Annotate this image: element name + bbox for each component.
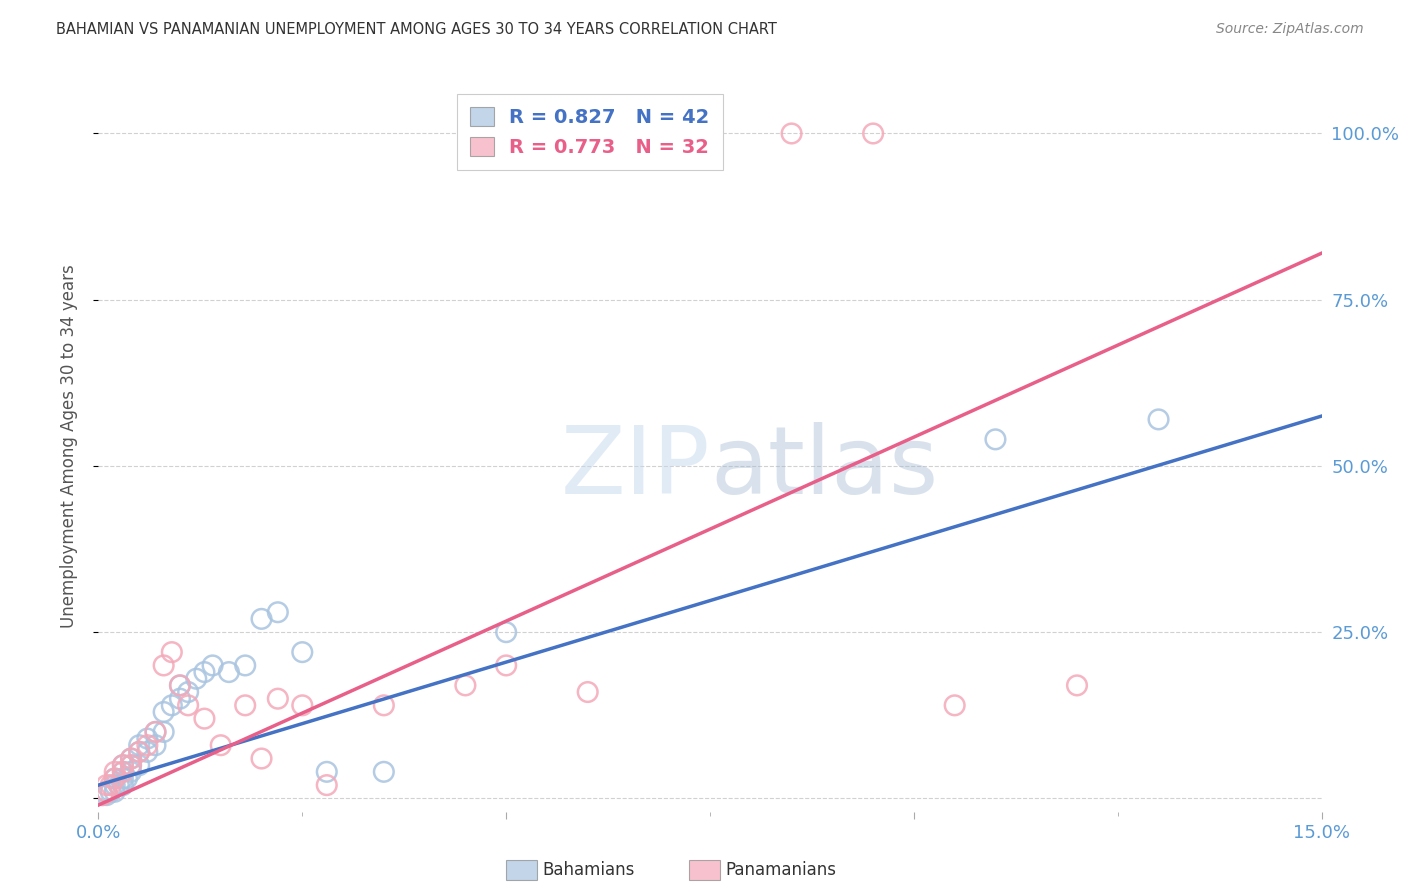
Point — [136, 738, 159, 752]
Point — [111, 764, 134, 779]
Point — [315, 764, 337, 779]
Text: Panamanians: Panamanians — [725, 861, 837, 879]
Point — [943, 698, 966, 713]
Point — [120, 758, 142, 772]
Point — [250, 612, 273, 626]
Point — [111, 758, 134, 772]
Point — [136, 745, 159, 759]
Text: atlas: atlas — [710, 422, 938, 514]
Point — [111, 772, 134, 786]
Point — [576, 685, 599, 699]
Point — [1066, 678, 1088, 692]
Point — [177, 685, 200, 699]
Point — [177, 698, 200, 713]
Point — [267, 691, 290, 706]
Point — [193, 712, 215, 726]
Point — [209, 738, 232, 752]
Point — [145, 725, 167, 739]
Point — [100, 785, 122, 799]
Point — [104, 772, 127, 786]
Point — [169, 678, 191, 692]
Point — [104, 785, 127, 799]
Point — [91, 788, 114, 802]
Point — [780, 127, 803, 141]
Point — [111, 778, 134, 792]
Point — [373, 764, 395, 779]
Point — [96, 778, 118, 792]
Point — [495, 625, 517, 640]
Text: Bahamians: Bahamians — [543, 861, 636, 879]
Point — [111, 764, 134, 779]
Point — [91, 788, 114, 802]
Point — [128, 758, 150, 772]
Point — [128, 738, 150, 752]
Point — [128, 745, 150, 759]
Point — [454, 678, 477, 692]
Point — [145, 738, 167, 752]
Point — [169, 691, 191, 706]
Point — [201, 658, 224, 673]
Point — [120, 764, 142, 779]
Point — [104, 764, 127, 779]
Point — [267, 605, 290, 619]
Point — [233, 698, 256, 713]
Point — [373, 698, 395, 713]
Point — [250, 751, 273, 765]
Point — [233, 658, 256, 673]
Text: BAHAMIAN VS PANAMANIAN UNEMPLOYMENT AMONG AGES 30 TO 34 YEARS CORRELATION CHART: BAHAMIAN VS PANAMANIAN UNEMPLOYMENT AMON… — [56, 22, 778, 37]
Point — [218, 665, 240, 679]
Point — [104, 778, 127, 792]
Point — [96, 785, 118, 799]
Point — [145, 725, 167, 739]
Point — [291, 645, 314, 659]
Point — [152, 658, 174, 673]
Y-axis label: Unemployment Among Ages 30 to 34 years: Unemployment Among Ages 30 to 34 years — [59, 264, 77, 628]
Point — [315, 778, 337, 792]
Point — [100, 778, 122, 792]
Point — [111, 758, 134, 772]
Point — [120, 758, 142, 772]
Point — [152, 705, 174, 719]
Point — [120, 751, 142, 765]
Point — [108, 778, 131, 792]
Point — [193, 665, 215, 679]
Point — [160, 698, 183, 713]
Point — [862, 127, 884, 141]
Text: ZIP: ZIP — [561, 422, 710, 514]
Point — [104, 772, 127, 786]
Point — [984, 433, 1007, 447]
Text: Source: ZipAtlas.com: Source: ZipAtlas.com — [1216, 22, 1364, 37]
Point — [115, 772, 138, 786]
Legend: R = 0.827   N = 42, R = 0.773   N = 32: R = 0.827 N = 42, R = 0.773 N = 32 — [457, 94, 723, 170]
Point — [160, 645, 183, 659]
Point — [495, 658, 517, 673]
Point — [96, 785, 118, 799]
Point — [186, 672, 208, 686]
Point — [96, 788, 118, 802]
Point — [120, 751, 142, 765]
Point — [128, 745, 150, 759]
Point — [291, 698, 314, 713]
Point — [1147, 412, 1170, 426]
Point — [169, 678, 191, 692]
Point — [152, 725, 174, 739]
Point — [136, 731, 159, 746]
